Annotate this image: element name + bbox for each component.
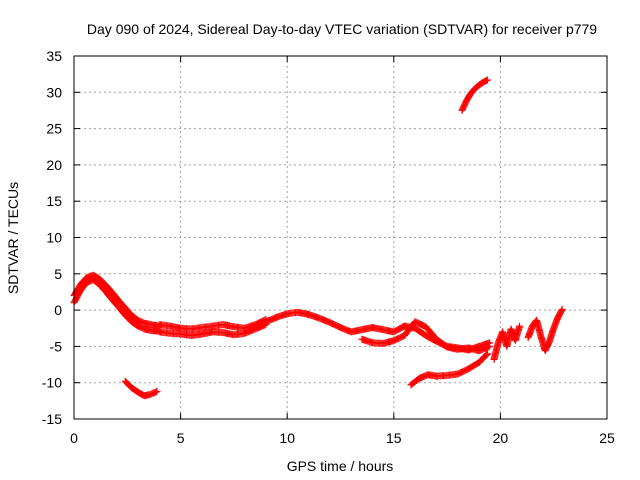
y-tick-label: 35	[46, 48, 62, 64]
series-track-4	[155, 321, 270, 339]
data-point-marker	[486, 342, 494, 350]
x-axis-label: GPS time / hours	[287, 458, 394, 474]
y-tick-label: 10	[46, 230, 62, 246]
data-series	[70, 76, 566, 400]
series-track-8	[407, 350, 492, 389]
y-tick-label: 15	[46, 193, 62, 209]
x-tick-label: 25	[599, 430, 615, 446]
grid-lines	[74, 56, 607, 419]
series-track-1	[70, 271, 163, 330]
data-point-marker	[484, 76, 492, 84]
data-point-marker	[558, 305, 566, 313]
y-axis-label: SDTVAR / TECUs	[5, 182, 21, 294]
series-track-11	[524, 305, 566, 355]
series-track-10	[490, 322, 524, 363]
y-tick-label: -5	[50, 338, 63, 354]
x-tick-label: 0	[70, 430, 78, 446]
data-point-marker	[441, 342, 449, 350]
y-tick-label: 20	[46, 157, 62, 173]
series-track-9	[458, 76, 492, 114]
data-point-marker	[484, 350, 492, 358]
x-tick-label: 5	[177, 430, 185, 446]
data-point-marker	[482, 351, 490, 359]
data-point-marker	[483, 351, 491, 358]
series-track-5	[121, 377, 161, 400]
chart-title: Day 090 of 2024, Sidereal Day-to-day VTE…	[87, 21, 597, 37]
data-point-marker	[153, 387, 161, 395]
x-tick-label: 10	[279, 430, 295, 446]
x-tick-label: 15	[386, 430, 402, 446]
series-track-2	[70, 276, 163, 335]
y-tick-label: 0	[54, 302, 62, 318]
x-tick-label: 20	[493, 430, 509, 446]
y-tick-label: 30	[46, 84, 62, 100]
y-tick-label: -10	[42, 375, 62, 391]
series-track-7	[358, 318, 494, 355]
y-tick-label: 25	[46, 121, 62, 137]
y-tick-label: 5	[54, 266, 62, 282]
y-tick-label: -15	[42, 411, 62, 427]
plot-frame	[73, 55, 608, 420]
data-point-marker	[516, 322, 524, 330]
